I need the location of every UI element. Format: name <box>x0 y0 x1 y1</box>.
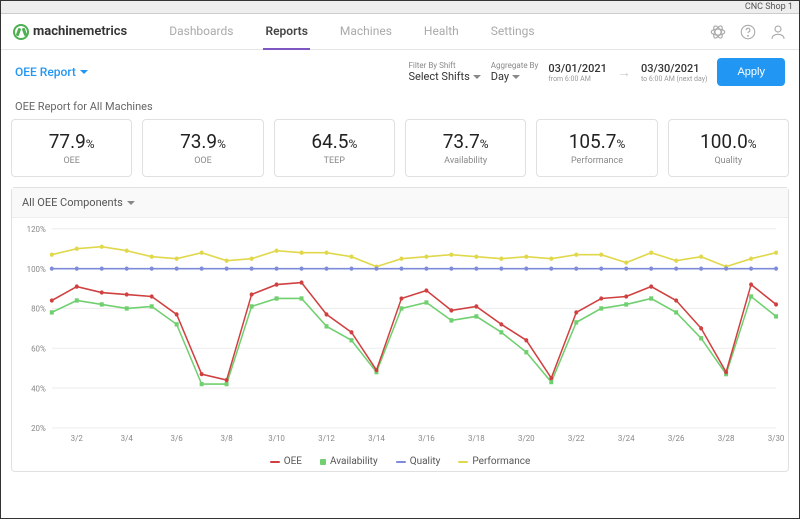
nav-tabs: Dashboards Reports Machines Health Settings <box>167 14 536 50</box>
svg-text:3/4: 3/4 <box>121 434 134 444</box>
date-to[interactable]: 03/30/2021 to 6:00 AM (next day) <box>641 62 708 83</box>
metric-value: 77.9% <box>18 130 125 153</box>
svg-text:3/6: 3/6 <box>171 434 184 444</box>
apply-button[interactable]: Apply <box>717 58 785 86</box>
svg-text:20%: 20% <box>31 424 46 434</box>
aggregate-by[interactable]: Aggregate By Day <box>491 61 539 83</box>
chart-dropdown-label: All OEE Components <box>22 196 123 209</box>
report-dropdown-label: OEE Report <box>15 65 76 79</box>
logo-icon <box>13 24 29 40</box>
brand-part2: metrics <box>83 24 127 39</box>
help-icon[interactable] <box>739 23 757 41</box>
metric-value: 73.9% <box>149 130 256 153</box>
nav-tab-health[interactable]: Health <box>422 14 461 50</box>
user-icon[interactable] <box>769 23 787 41</box>
metric-value: 105.7% <box>543 130 650 153</box>
oee-chart: 20% 40% 60% 80% 100% 120% 3/2 3/4 3/6 3/8 3/10 3/12… <box>12 218 788 456</box>
brand-part1: machine <box>33 24 83 39</box>
metric-label: Quality <box>675 156 782 166</box>
section-title: OEE Report for All Machines <box>11 94 789 119</box>
metric-label: Performance <box>543 156 650 166</box>
metric-row: 77.9% OEE 73.9% OOE 64.5% TEEP 73.7% Availabili… <box>11 119 789 177</box>
metric-value: 73.7% <box>412 130 519 153</box>
date-from[interactable]: 03/01/2021 from 6:00 AM <box>548 62 607 83</box>
shop-label: CNC Shop 1 <box>1 1 799 14</box>
svg-text:3/10: 3/10 <box>268 434 285 444</box>
svg-text:3/22: 3/22 <box>568 434 585 444</box>
metric-label: Availability <box>412 156 519 166</box>
metric-card-performance: 105.7% Performance <box>536 119 657 177</box>
svg-text:3/12: 3/12 <box>318 434 335 444</box>
filter-shift-label: Filter By Shift <box>408 61 480 70</box>
metric-card-availability: 73.7% Availability <box>405 119 526 177</box>
metric-value: 100.0% <box>675 130 782 153</box>
top-nav: machinemetrics Dashboards Reports Machines… <box>1 14 799 50</box>
aggregate-value: Day <box>491 70 509 83</box>
date-to-sub: to 6:00 AM (next day) <box>641 75 708 83</box>
date-to-value: 03/30/2021 <box>641 62 708 75</box>
metric-card-quality: 100.0% Quality <box>668 119 789 177</box>
metric-label: TEEP <box>281 156 388 166</box>
svg-text:3/18: 3/18 <box>468 434 485 444</box>
metric-card-ooe: 73.9% OOE <box>142 119 263 177</box>
aggregate-label: Aggregate By <box>491 61 539 70</box>
chevron-down-icon <box>127 201 135 205</box>
metric-value: 64.5% <box>281 130 388 153</box>
svg-text:40%: 40% <box>31 384 46 394</box>
metric-card-teep: 64.5% TEEP <box>274 119 395 177</box>
svg-text:3/28: 3/28 <box>718 434 735 444</box>
atom-icon[interactable] <box>709 23 727 41</box>
svg-text:3/24: 3/24 <box>618 434 635 444</box>
chevron-down-icon <box>512 75 520 79</box>
report-dropdown[interactable]: OEE Report <box>15 65 88 79</box>
legend-item-performance: Performance <box>458 456 530 467</box>
svg-text:60%: 60% <box>31 344 46 354</box>
metric-label: OEE <box>18 156 125 166</box>
svg-text:3/30: 3/30 <box>768 434 785 444</box>
nav-tab-machines[interactable]: Machines <box>338 14 394 50</box>
chevron-down-icon <box>473 75 481 79</box>
chart-dropdown[interactable]: All OEE Components <box>12 188 788 218</box>
legend-item-quality: Quality <box>396 456 441 467</box>
metric-label: OOE <box>149 156 256 166</box>
svg-text:80%: 80% <box>31 304 46 314</box>
nav-tab-settings[interactable]: Settings <box>489 14 537 50</box>
legend-item-availability: Availability <box>320 456 378 467</box>
chart-area: 20% 40% 60% 80% 100% 120% 3/2 3/4 3/6 3/8 3/10 3/12… <box>12 218 788 456</box>
logo[interactable]: machinemetrics <box>13 24 127 40</box>
date-from-sub: from 6:00 AM <box>548 75 607 83</box>
nav-right <box>709 23 787 41</box>
nav-tab-dashboards[interactable]: Dashboards <box>167 14 235 50</box>
date-from-value: 03/01/2021 <box>548 62 607 75</box>
legend-item-oee: OEE <box>270 456 302 467</box>
chart-section: All OEE Components 20% 40% 60% 80% 100% 120% 3… <box>11 187 789 472</box>
svg-text:100%: 100% <box>27 265 46 275</box>
nav-tab-reports[interactable]: Reports <box>263 14 309 50</box>
svg-text:3/26: 3/26 <box>668 434 685 444</box>
svg-text:120%: 120% <box>27 225 46 235</box>
svg-text:3/20: 3/20 <box>518 434 535 444</box>
svg-text:3/8: 3/8 <box>221 434 234 444</box>
svg-text:3/2: 3/2 <box>71 434 84 444</box>
metric-card-oee: 77.9% OEE <box>11 119 132 177</box>
filter-shift[interactable]: Filter By Shift Select Shifts <box>408 61 480 83</box>
toolbar: OEE Report Filter By Shift Select Shifts… <box>1 50 799 94</box>
chart-legend: OEE Availability Quality Performance <box>12 456 788 471</box>
svg-text:3/16: 3/16 <box>418 434 435 444</box>
chevron-down-icon <box>80 70 88 74</box>
filter-shift-value: Select Shifts <box>408 70 469 83</box>
arrow-right-icon: → <box>617 64 631 81</box>
svg-text:3/14: 3/14 <box>368 434 385 444</box>
